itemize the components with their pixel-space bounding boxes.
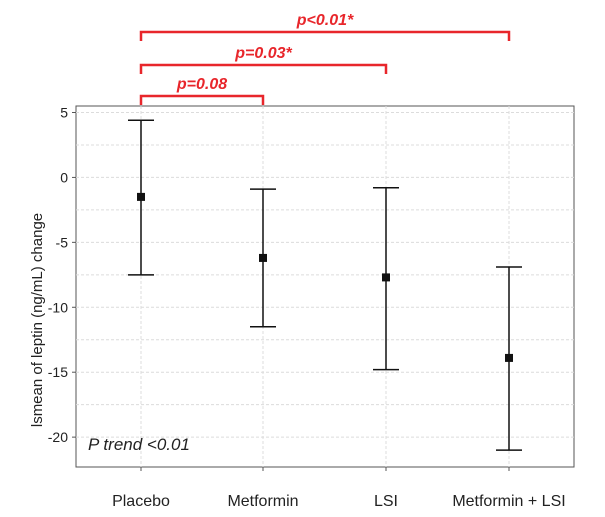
x-axis: Placebo Metformin LSI Metformin + LSI [112,467,566,510]
comparison-bracket [139,30,511,41]
x-tick-label: Placebo [112,493,170,510]
y-tick-label: 0 [60,169,68,185]
y-tick-label: -15 [48,364,68,380]
x-tick-label: Metformin [227,493,298,510]
y-tick-label: -5 [56,234,69,250]
mean-point [505,353,513,362]
y-tick-label: 5 [60,104,68,120]
y-tick-label: -20 [48,429,68,445]
comparison-bracket [139,63,388,74]
x-tick-label: Metformin + LSI [452,493,565,510]
x-tick-label: LSI [374,493,398,510]
comparison-p-value: p<0.01* [296,12,354,29]
comparison-bracket [139,94,265,105]
mean-point [259,253,267,262]
y-axis-title: lsmean of leptin (ng/mL) change [29,213,46,427]
comparison-p-value: p=0.03* [234,45,292,62]
plot-background [76,106,574,467]
mean-point [382,273,390,282]
y-tick-label: -10 [48,299,68,315]
y-axis: 5 0 -5 -10 -15 -20 [48,104,76,445]
data-marks [128,119,522,451]
plot-area [75,105,575,468]
plot-frame [75,105,575,468]
comparison-brackets: p=0.08 p=0.03*p<0.01* [139,12,511,105]
mean-point [137,192,145,201]
p-trend-annotation: P trend <0.01 [88,435,190,454]
comparison-p-value: p=0.08 [176,76,227,93]
